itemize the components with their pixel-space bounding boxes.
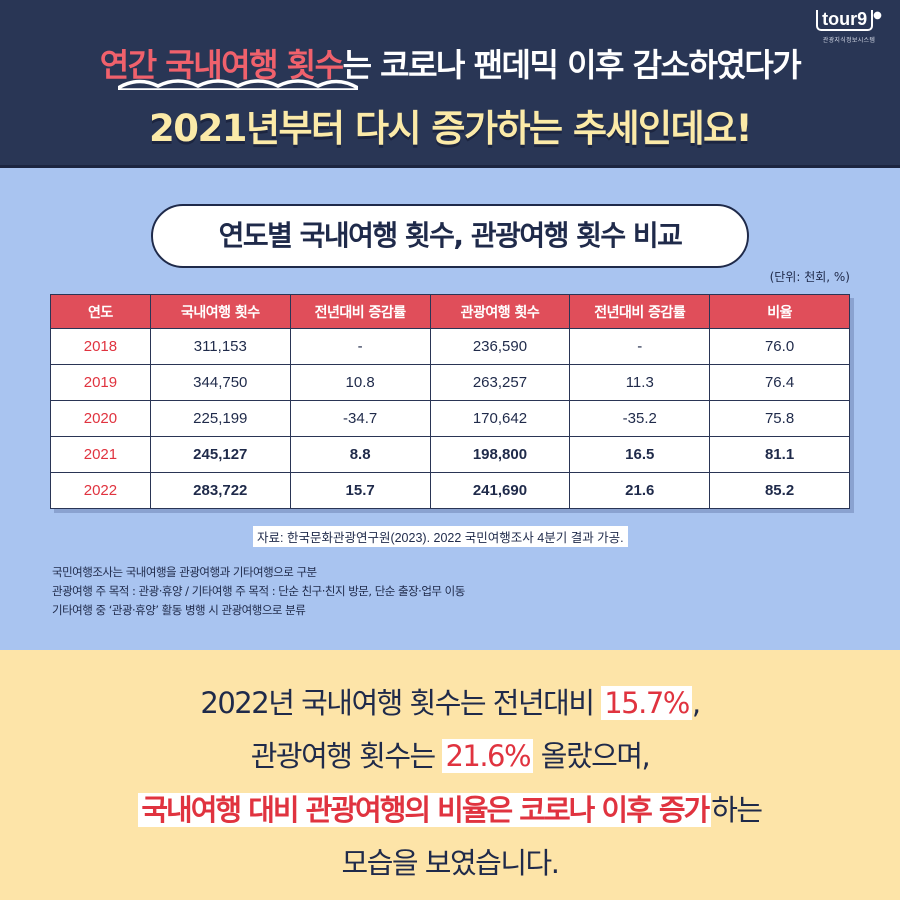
cell-year: 2022 (50, 472, 151, 509)
logo-wordmark: tour9 (816, 10, 874, 31)
summary-highlight-tourism-change: 21.6% (442, 739, 534, 773)
cell-year: 2019 (50, 364, 151, 401)
footnote: 관광여행 주 목적 : 관광·휴양 / 기타여행 주 목적 : 단순 친구·친지… (52, 584, 465, 598)
cell-domestic-change: 8.8 (289, 436, 431, 473)
tour9-logo: tour9 ● 관광지식정보시스템 (814, 10, 884, 44)
headline-highlight: 연간 국내여행 횟수 (99, 46, 344, 84)
comparison-table-container: 연도 국내여행 횟수 전년대비 증감률 관광여행 횟수 전년대비 증감률 비율 … (50, 294, 850, 509)
cell-ratio: 85.2 (709, 472, 850, 509)
cell-tourism-change: -35.2 (569, 400, 711, 437)
summary-line-2: 관광여행 횟수는 21.6% 올랐으며, (0, 733, 900, 775)
table-header-row: 연도 국내여행 횟수 전년대비 증감률 관광여행 횟수 전년대비 증감률 비율 (50, 294, 850, 329)
table-row: 2020 225,199 -34.7 170,642 -35.2 75.8 (50, 400, 850, 437)
cell-year: 2018 (50, 328, 151, 365)
cell-domestic-trips: 225,199 (149, 400, 291, 437)
summary-line-4: 모습을 보였습니다. (341, 846, 560, 880)
footnotes: 국민여행조사는 국내여행을 관광여행과 기타여행으로 구분 관광여행 주 목적 … (52, 563, 465, 620)
summary-text: 2022년 국내여행 횟수는 전년대비 (200, 686, 602, 720)
unit-label: (단위: 천회, %) (769, 270, 850, 284)
column-header-ratio: 비율 (709, 294, 850, 329)
headline-line-1: 연간 국내여행 횟수는 코로나 팬데믹 이후 감소하였다가 (0, 40, 900, 86)
cell-domestic-trips: 344,750 (149, 364, 291, 401)
summary-text: 관광여행 횟수는 (250, 739, 443, 773)
column-header-tourism-trips: 관광여행 횟수 (429, 294, 571, 329)
table-row: 2022 283,722 15.7 241,690 21.6 85.2 (50, 472, 850, 509)
cell-tourism-change: 16.5 (569, 436, 711, 473)
cell-domestic-change: 15.7 (289, 472, 431, 509)
table-row: 2021 245,127 8.8 198,800 16.5 81.1 (50, 436, 850, 473)
wavy-underline-icon (118, 79, 358, 90)
cell-ratio: 75.8 (709, 400, 850, 437)
cell-tourism-trips: 198,800 (429, 436, 571, 473)
cell-ratio: 76.4 (709, 364, 850, 401)
summary-line-3: 국내여행 대비 관광여행의 비율은 코로나 이후 증가 하는 (0, 787, 900, 829)
summary-highlight-ratio: 국내여행 대비 관광여행의 비율은 코로나 이후 증가 (138, 793, 712, 827)
cell-tourism-change: - (569, 328, 711, 365)
footnote: 기타여행 중 ‘관광·휴양’ 활동 병행 시 관광여행으로 분류 (52, 603, 306, 617)
cell-tourism-change: 21.6 (569, 472, 711, 509)
headline-line-2: 2021년부터 다시 증가하는 추세인데요! (148, 107, 753, 150)
cell-tourism-trips: 263,257 (429, 364, 571, 401)
footnote: 국민여행조사는 국내여행을 관광여행과 기타여행으로 구분 (52, 565, 317, 579)
summary-text: , (691, 686, 701, 720)
cell-year: 2021 (50, 436, 151, 473)
cell-tourism-change: 11.3 (569, 364, 711, 401)
cell-ratio: 81.1 (709, 436, 850, 473)
source-citation: 자료: 한국문화관광연구원(2023). 2022 국민여행조사 4분기 결과 … (253, 526, 628, 547)
comparison-table: 연도 국내여행 횟수 전년대비 증감률 관광여행 횟수 전년대비 증감률 비율 … (50, 294, 850, 509)
cell-domestic-trips: 245,127 (149, 436, 291, 473)
column-header-domestic-change: 전년대비 증감률 (289, 294, 431, 329)
column-header-domestic-trips: 국내여행 횟수 (149, 294, 291, 329)
cell-tourism-trips: 170,642 (429, 400, 571, 437)
cell-tourism-trips: 236,590 (429, 328, 571, 365)
summary-text: 올랐으며, (533, 739, 651, 773)
cell-ratio: 76.0 (709, 328, 850, 365)
table-row: 2019 344,750 10.8 263,257 11.3 76.4 (50, 364, 850, 401)
cell-tourism-trips: 241,690 (429, 472, 571, 509)
cell-domestic-change: - (289, 328, 431, 365)
column-header-year: 연도 (50, 294, 151, 329)
location-pin-icon: ● (873, 10, 882, 21)
cell-domestic-trips: 283,722 (149, 472, 291, 509)
cell-domestic-trips: 311,153 (149, 328, 291, 365)
cell-year: 2020 (50, 400, 151, 437)
cell-domestic-change: -34.7 (289, 400, 431, 437)
headline-rest: 는 코로나 팬데믹 이후 감소하였다가 (342, 46, 802, 84)
table-row: 2018 311,153 - 236,590 - 76.0 (50, 328, 850, 365)
section-title: 연도별 국내여행 횟수, 관광여행 횟수 비교 (151, 204, 749, 268)
logo-subtitle: 관광지식정보시스템 (822, 37, 876, 44)
summary-line-1: 2022년 국내여행 횟수는 전년대비 15.7%, (0, 680, 900, 722)
cell-domestic-change: 10.8 (289, 364, 431, 401)
summary-text: 하는 (711, 793, 763, 827)
column-header-tourism-change: 전년대비 증감률 (569, 294, 711, 329)
summary-highlight-domestic-change: 15.7% (601, 686, 692, 720)
summary-band (0, 650, 900, 900)
